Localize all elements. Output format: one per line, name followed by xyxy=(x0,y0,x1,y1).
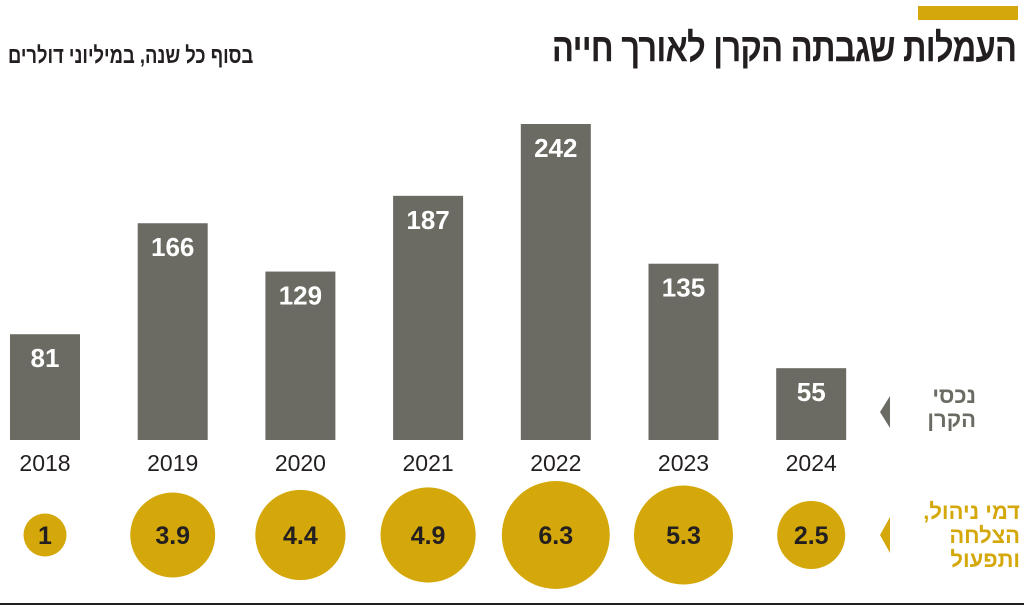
legend-circles-arrow-icon xyxy=(880,517,890,553)
x-tick-2018: 2018 xyxy=(19,450,70,476)
circle-2020 xyxy=(255,489,346,581)
bottom-rule xyxy=(0,603,1024,605)
circle-2019 xyxy=(130,492,216,578)
circle-2023 xyxy=(634,485,733,585)
x-tick-2019: 2019 xyxy=(147,450,198,476)
bar-2018 xyxy=(10,334,80,440)
bar-label-2023: 135 xyxy=(662,273,705,303)
circle-label-2019: 3.9 xyxy=(155,522,190,550)
x-tick-2022: 2022 xyxy=(530,450,581,476)
circle-label-2020: 4.4 xyxy=(283,522,318,550)
bar-2020 xyxy=(265,271,336,440)
chart-title: העמלות שגבתה הקרן לאורך חייה xyxy=(450,26,1017,71)
circle-label-2024: 2.5 xyxy=(794,522,829,550)
legend-bars-arrow-icon xyxy=(880,396,890,428)
bar-label-2018: 81 xyxy=(31,343,60,373)
circle-label-2018: 1 xyxy=(38,522,52,550)
circle-2022 xyxy=(501,481,610,589)
circle-2021 xyxy=(380,487,476,583)
bar-label-2020: 129 xyxy=(279,281,322,311)
bar-label-2024: 55 xyxy=(797,377,826,407)
circle-label-2023: 5.3 xyxy=(666,522,701,550)
chart-subtitle: בסוף כל שנה, במיליוני דולרים xyxy=(8,42,254,68)
circle-2018 xyxy=(23,513,67,557)
bar-label-2021: 187 xyxy=(406,205,449,235)
bar-label-2019: 166 xyxy=(151,232,194,262)
legend-circles: דמי ניהול, הצלחה ותפעול xyxy=(923,499,1020,572)
x-tick-2023: 2023 xyxy=(658,450,709,476)
bar-2021 xyxy=(393,195,464,440)
bar-label-2022: 242 xyxy=(534,133,577,163)
bar-2023 xyxy=(648,263,719,440)
bar-2022 xyxy=(520,124,591,440)
circle-2024 xyxy=(777,501,846,569)
bar-2019 xyxy=(137,223,208,440)
legend-bars: נכסי הקרן xyxy=(927,383,976,432)
accent-bar xyxy=(918,6,1018,20)
title-text: העמלות שגבתה הקרן לאורך חייה xyxy=(551,26,1017,70)
circle-label-2021: 4.9 xyxy=(411,522,446,550)
circle-label-2022: 6.3 xyxy=(538,522,573,550)
x-tick-2020: 2020 xyxy=(275,450,326,476)
x-tick-2024: 2024 xyxy=(786,450,837,476)
bar-2024 xyxy=(776,368,847,440)
x-tick-2021: 2021 xyxy=(403,450,454,476)
